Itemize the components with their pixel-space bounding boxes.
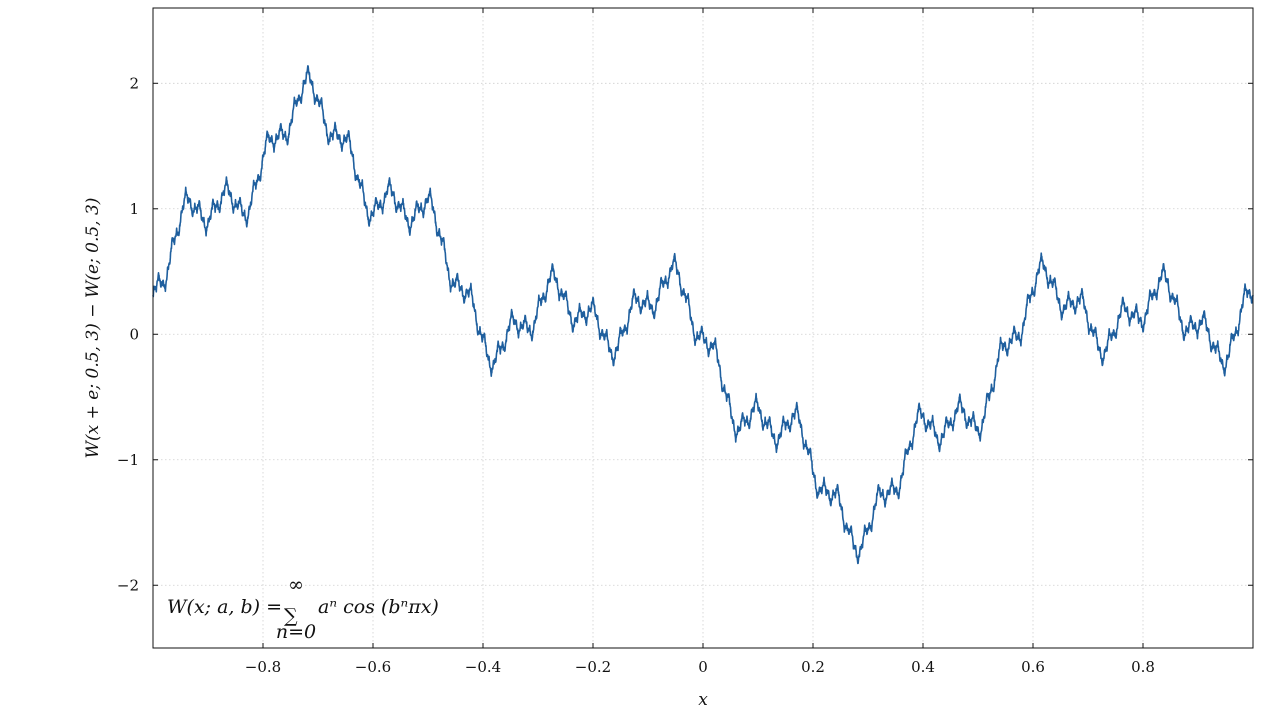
y-axis-label: W(x + e; 0.5, 3) − W(e; 0.5, 3) <box>83 198 103 459</box>
formula-annotation: W(x; a, b) = ∑ ∞ n=0 aⁿ cos (bⁿπx) <box>167 574 439 643</box>
formula-sum-symbol: ∑ <box>284 605 298 627</box>
plot-frame <box>152 7 1254 649</box>
y-tick-label: 2 <box>129 74 139 92</box>
y-tick-label: −1 <box>117 451 139 469</box>
tick-marks <box>153 8 1253 648</box>
y-tick-label: 1 <box>129 200 139 218</box>
series-line <box>152 65 1254 565</box>
x-tick-label: −0.8 <box>245 658 281 676</box>
x-tick-label: −0.4 <box>465 658 501 676</box>
x-axis-label: x <box>698 690 708 710</box>
y-tick-label: −2 <box>117 576 139 594</box>
x-tick-labels: −0.8 −0.6 −0.4 −0.2 0 0.2 0.4 0.6 0.8 <box>245 658 1155 676</box>
x-tick-label: −0.6 <box>355 658 391 676</box>
series-line-group <box>152 65 1254 565</box>
formula-sum-upper: ∞ <box>288 574 304 596</box>
formula-sum-lower: n=0 <box>276 621 316 643</box>
y-tick-label: 0 <box>129 325 139 343</box>
x-tick-label: 0 <box>698 658 708 676</box>
x-tick-label: 0.4 <box>911 658 935 676</box>
x-tick-label: −0.2 <box>575 658 611 676</box>
x-tick-label: 0.2 <box>801 658 825 676</box>
x-tick-label: 0.6 <box>1021 658 1045 676</box>
formula-rhs: aⁿ cos (bⁿπx) <box>318 596 439 618</box>
x-tick-label: 0.8 <box>1131 658 1155 676</box>
formula-lhs: W(x; a, b) = <box>167 596 282 618</box>
y-tick-labels: −2 −1 0 1 2 <box>117 74 139 594</box>
